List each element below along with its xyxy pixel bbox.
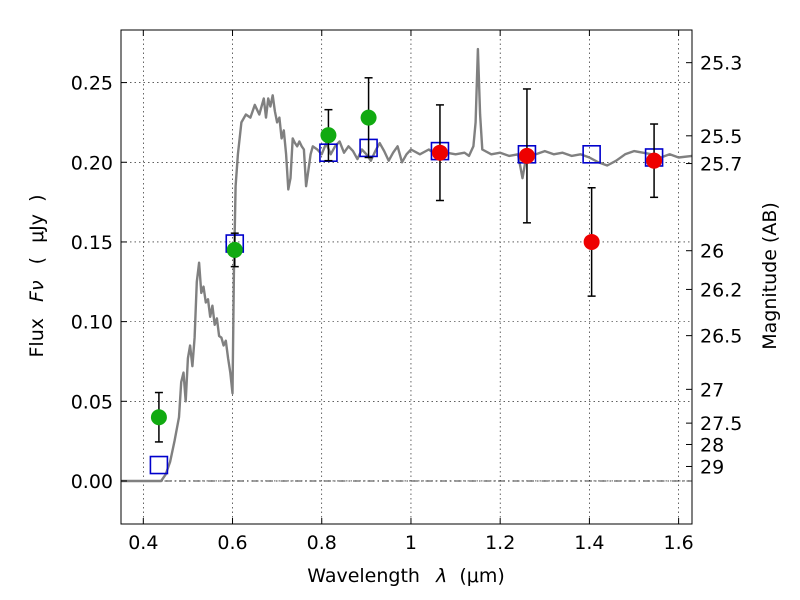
y2-tick-label: 28 bbox=[700, 434, 724, 456]
y-axis-label-unit: μJy bbox=[26, 214, 48, 243]
y-tick-label: 0.25 bbox=[71, 73, 113, 95]
y-tick-label: 0.10 bbox=[71, 312, 113, 334]
y-axis-label-symbol: Fν bbox=[26, 280, 48, 302]
optical-detection-point bbox=[150, 409, 167, 426]
model-photometry-square bbox=[149, 455, 169, 475]
y2-tick-label: 26.2 bbox=[700, 279, 742, 301]
nir-detection-point bbox=[583, 233, 600, 250]
tick-layer: 0.4 0.6 0.8 1 1.2 1.4 1.6 0.00 0.05 0.10 0.15 0.20 0… bbox=[71, 30, 742, 554]
optical-detection-point bbox=[360, 109, 377, 126]
nir-detection-point bbox=[646, 152, 663, 169]
y2-tick-label: 25.3 bbox=[700, 53, 742, 75]
x-tick-label: 1.4 bbox=[574, 532, 604, 554]
y-axis-label-open: ( bbox=[26, 257, 48, 264]
y-tick-label: 0.15 bbox=[71, 232, 113, 254]
y2-tick-label: 25.5 bbox=[700, 126, 742, 148]
series-layer bbox=[121, 47, 693, 483]
x-axis-label: Wavelength λ (μm) bbox=[307, 565, 504, 587]
optical-detection-point bbox=[226, 241, 243, 258]
x-axis-label-unit: (μm) bbox=[459, 565, 504, 587]
model-photometry-square bbox=[582, 144, 601, 164]
nir-detection-point bbox=[431, 144, 448, 161]
y-tick-label: 0.20 bbox=[71, 152, 113, 174]
y2-tick-label: 27.5 bbox=[700, 413, 742, 435]
y-tick-label: 0.00 bbox=[71, 471, 113, 493]
x-tick-label: 1 bbox=[405, 532, 417, 554]
y2-tick-label: 26 bbox=[700, 241, 724, 263]
x-tick-label: 0.8 bbox=[307, 532, 337, 554]
grid-layer bbox=[121, 30, 692, 524]
y-axis-label-word: Flux bbox=[26, 318, 48, 358]
x-tick-label: 0.6 bbox=[217, 532, 247, 554]
nir-detection-point bbox=[518, 147, 535, 164]
model-spectrum-line bbox=[121, 47, 693, 483]
y2-tick-label: 25.7 bbox=[700, 154, 742, 176]
y-tick-label: 0.05 bbox=[71, 391, 113, 413]
x-tick-label: 0.4 bbox=[128, 532, 158, 554]
x-tick-label: 1.2 bbox=[485, 532, 515, 554]
plot-frame bbox=[120, 29, 693, 525]
optical-detection-point bbox=[320, 127, 337, 144]
y2-tick-label: 27 bbox=[700, 379, 724, 401]
x-axis-label-word: Wavelength bbox=[307, 565, 420, 587]
y-axis-label: Flux Fν ( μJy ) bbox=[26, 194, 48, 357]
y2-tick-label: 29 bbox=[700, 456, 724, 478]
y-axis-label-close: ) bbox=[26, 194, 48, 201]
y2-tick-label: 26.5 bbox=[700, 326, 742, 348]
x-axis-label-symbol: λ bbox=[435, 565, 447, 587]
x-tick-label: 1.6 bbox=[664, 532, 694, 554]
y2-axis-label: Magnitude (AB) bbox=[759, 202, 781, 350]
